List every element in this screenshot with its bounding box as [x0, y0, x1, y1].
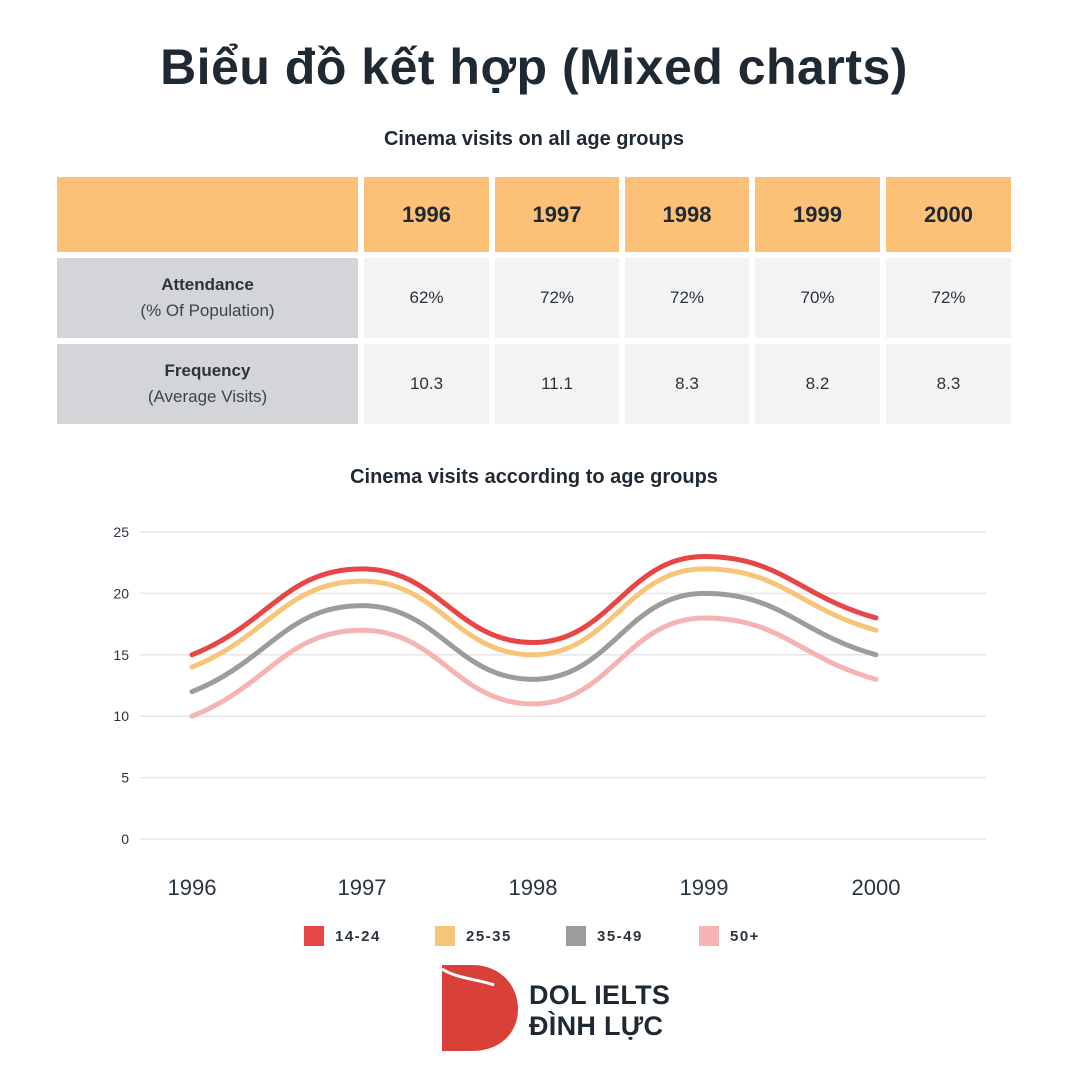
legend-item: 35-49 [566, 926, 643, 946]
legend-label: 35-49 [597, 927, 643, 945]
y-tick-label: 25 [113, 524, 129, 540]
legend-item: 50+ [699, 926, 760, 946]
brand-name-line1: DOL IELTS [529, 980, 671, 1010]
legend-item: 25-35 [435, 926, 512, 946]
table-cell: 70% [755, 258, 880, 338]
x-tick-label: 1997 [338, 875, 387, 900]
series-line-14-24 [189, 554, 879, 658]
x-tick-label: 1998 [509, 875, 558, 900]
table-cell: 8.3 [625, 344, 749, 424]
brand-name-line2: ĐÌNH LỰC [529, 1011, 664, 1041]
x-tick-label: 1999 [680, 875, 729, 900]
page-title: Biểu đồ kết hợp (Mixed charts) [160, 39, 908, 95]
table-title: Cinema visits on all age groups [383, 128, 685, 150]
table-header-year: 1998 [625, 177, 749, 252]
x-tick-label: 1996 [168, 875, 217, 900]
table-cell: 72% [886, 258, 1011, 338]
y-tick-label: 5 [121, 770, 129, 786]
y-tick-label: 20 [113, 585, 129, 601]
row-label-title: Attendance [161, 275, 254, 294]
legend-swatch [435, 926, 455, 946]
row-label-attendance: Attendance (% Of Population) [57, 258, 358, 338]
row-label-title: Frequency [164, 361, 251, 380]
row-label-subtitle: (% Of Population) [140, 301, 275, 320]
table-cell: 8.3 [886, 344, 1011, 424]
legend-swatch [304, 926, 324, 946]
table-header-corner [57, 177, 358, 252]
y-tick-label: 10 [113, 708, 129, 724]
table-cell: 8.2 [755, 344, 880, 424]
chart-legend: 14-24 25-35 35-49 50+ [0, 926, 1068, 948]
y-tick-label: 0 [121, 831, 129, 847]
series-line-50+ [189, 615, 879, 719]
table-header-year: 1999 [755, 177, 880, 252]
chart-title: Cinema visits according to age groups [350, 466, 718, 488]
series-line-25-35 [189, 566, 879, 670]
table-cell: 11.1 [495, 344, 619, 424]
legend-swatch [699, 926, 719, 946]
table-header-year: 1997 [495, 177, 619, 252]
table-header-year: 1996 [364, 177, 489, 252]
legend-label: 14-24 [335, 927, 381, 945]
table-cell: 62% [364, 258, 489, 338]
row-label-subtitle: (Average Visits) [147, 387, 268, 406]
y-tick-label: 15 [113, 647, 129, 663]
table-cell: 72% [495, 258, 619, 338]
x-tick-label: 2000 [852, 875, 901, 900]
legend-label: 50+ [730, 927, 760, 945]
table-cell: 72% [625, 258, 749, 338]
series-line-35-49 [189, 590, 879, 695]
legend-swatch [566, 926, 586, 946]
table-header-year: 2000 [886, 177, 1011, 252]
legend-item: 14-24 [304, 926, 381, 946]
dol-logo-icon [441, 965, 518, 1051]
table-cell: 10.3 [364, 344, 489, 424]
row-label-frequency: Frequency (Average Visits) [57, 344, 358, 424]
legend-label: 25-35 [466, 927, 512, 945]
